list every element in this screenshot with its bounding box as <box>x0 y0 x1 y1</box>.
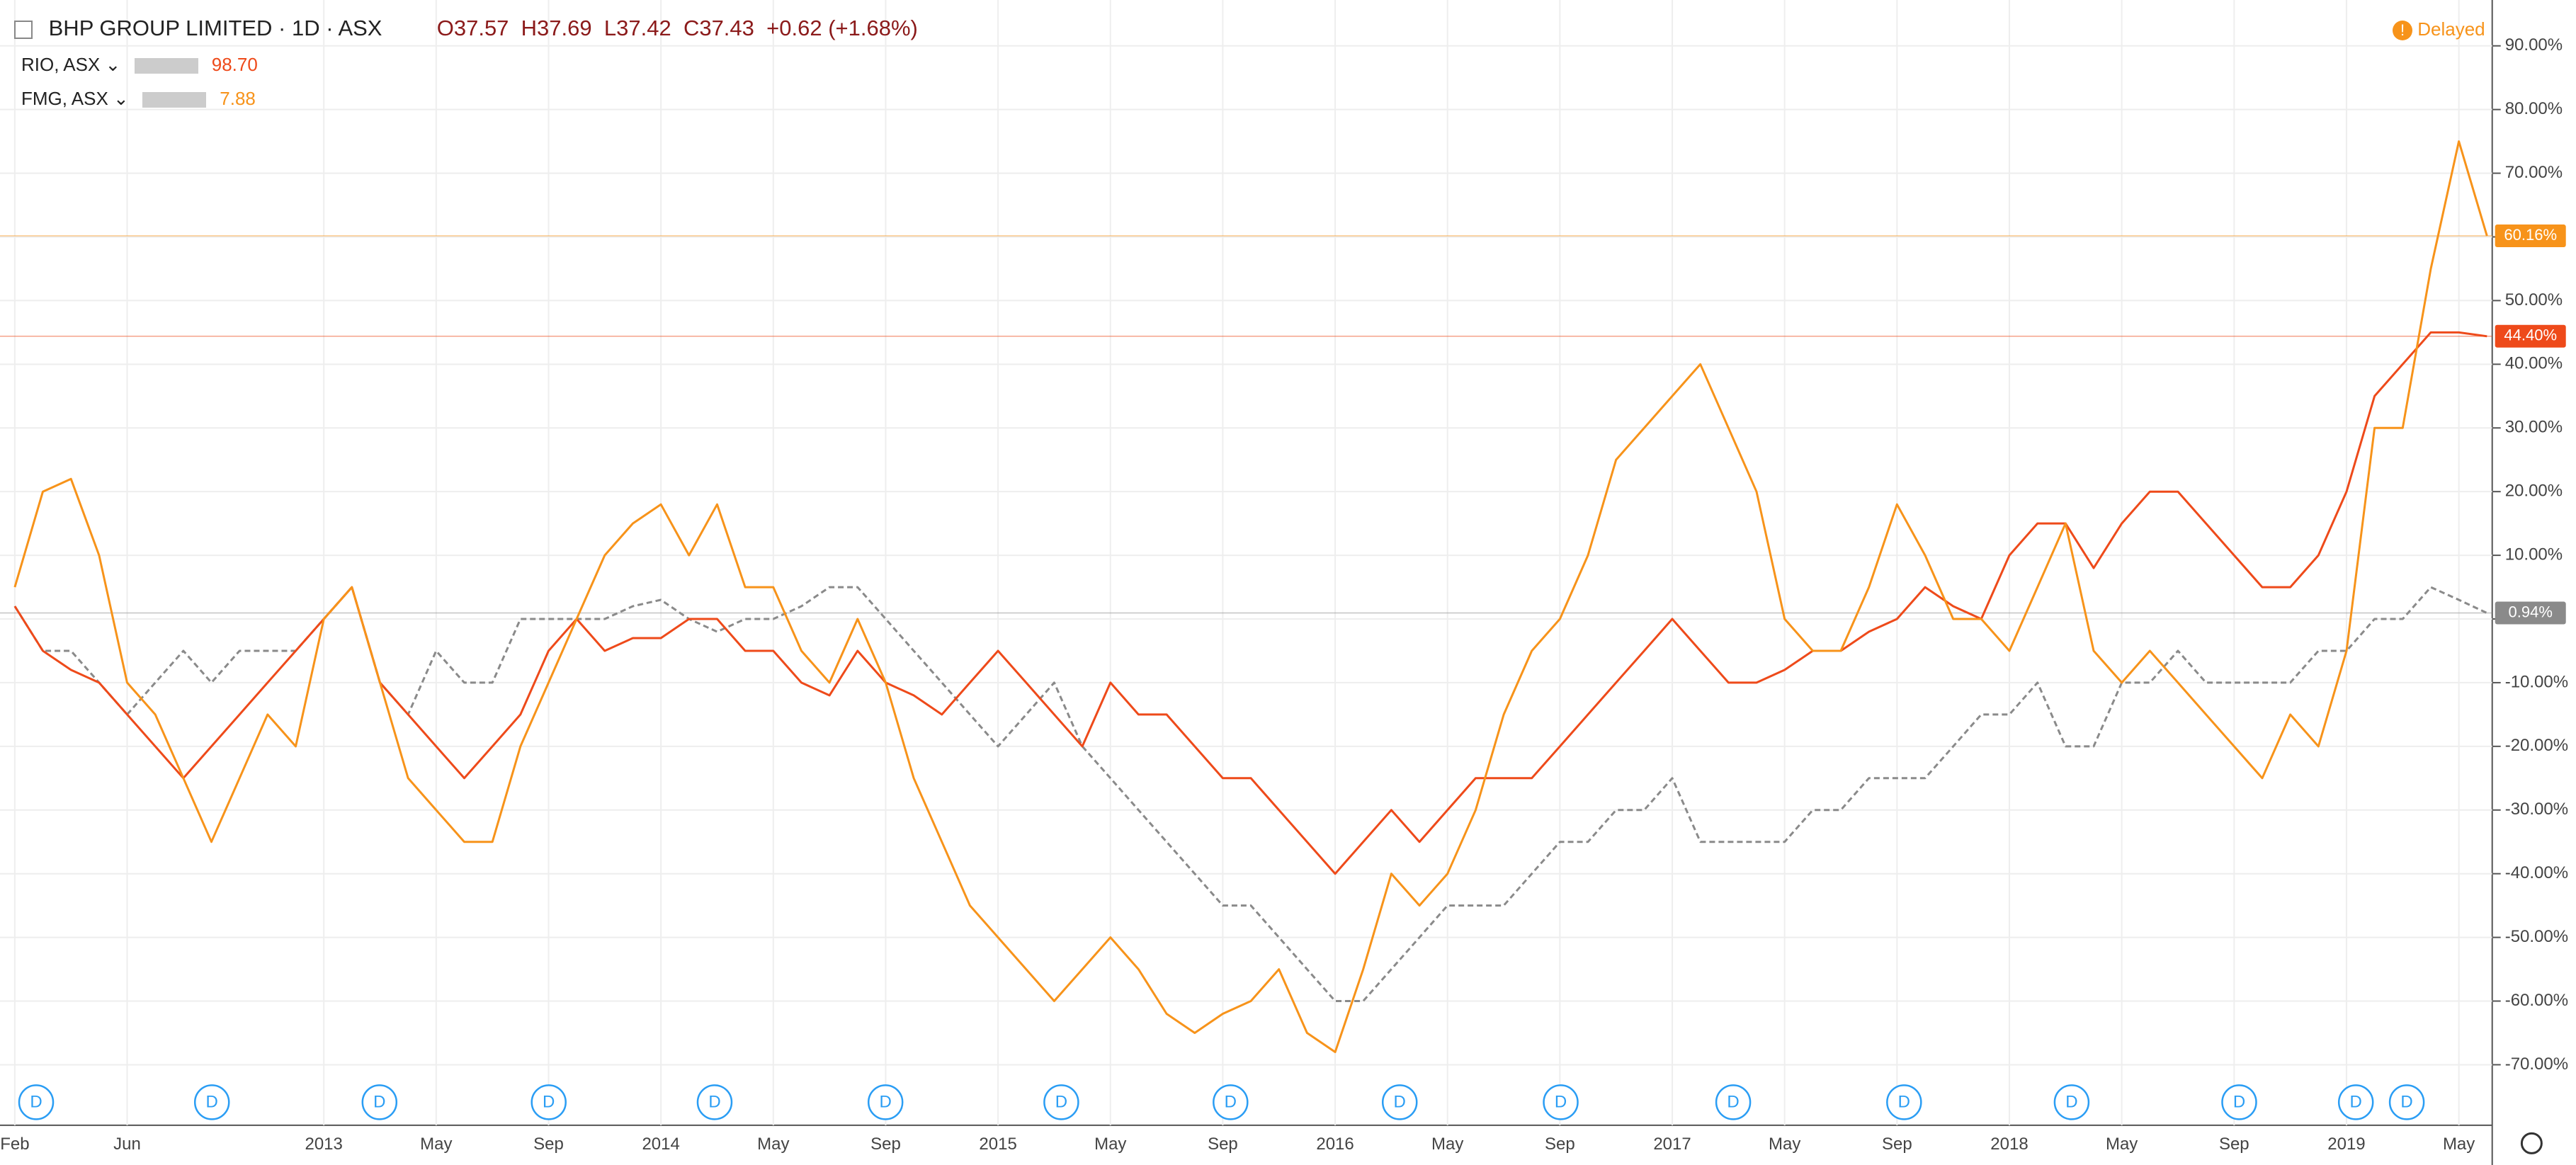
dividend-marker <box>18 1084 55 1120</box>
x-tick-label: Sep <box>870 1135 901 1154</box>
x-tick-label: 2013 <box>305 1135 342 1154</box>
x-tick-label: 2016 <box>1316 1135 1354 1154</box>
high: H37.69 <box>521 16 592 40</box>
series-line <box>13 331 2487 875</box>
dividend-label: D <box>880 1093 892 1112</box>
last-value-label: 60.16% <box>2504 226 2557 244</box>
change: +0.62 (+1.68%) <box>766 16 918 40</box>
last-value-badge <box>2495 324 2566 348</box>
dividend-label: D <box>543 1093 555 1112</box>
y-tick-label: 50.00% <box>2505 290 2563 309</box>
dividend-label: D <box>1555 1093 1567 1112</box>
dividend-marker <box>2053 1084 2090 1120</box>
dividend-marker <box>696 1084 733 1120</box>
y-tick-label: -20.00% <box>2505 736 2568 755</box>
legend-price: 98.70 <box>211 54 258 75</box>
dividend-label: D <box>2400 1093 2412 1112</box>
legend-fmg[interactable]: FMG, ASX ⌄ 7.88 <box>21 88 256 109</box>
dividend-label: D <box>1898 1093 1910 1112</box>
dividend-label: D <box>2065 1093 2077 1112</box>
y-tick-label: 20.00% <box>2505 482 2563 501</box>
dividend-marker <box>530 1084 567 1120</box>
dividend-marker <box>867 1084 904 1120</box>
y-tick-label: 10.00% <box>2505 545 2563 564</box>
axis-panel <box>2492 0 2576 1165</box>
legend-price: 7.88 <box>220 88 256 109</box>
x-tick-label: Sep <box>2219 1135 2249 1154</box>
y-tick-label: 40.00% <box>2505 354 2563 373</box>
x-tick-label: May <box>2443 1135 2475 1154</box>
x-tick-label: May <box>420 1135 452 1154</box>
dividend-marker <box>193 1084 230 1120</box>
y-tick-label: 70.00% <box>2505 163 2563 182</box>
last-value-badge <box>2495 601 2566 625</box>
last-value-badge <box>2495 225 2566 248</box>
y-tick-label: -60.00% <box>2505 991 2568 1010</box>
dividend-label: D <box>1225 1093 1237 1112</box>
close: C37.43 <box>683 16 754 40</box>
dividend-marker <box>1043 1084 1079 1120</box>
y-tick-label: -40.00% <box>2505 863 2568 882</box>
dividend-marker <box>2388 1084 2425 1120</box>
legend-rio[interactable]: RIO, ASX ⌄ 98.70 <box>21 54 258 75</box>
y-tick-label: -30.00% <box>2505 800 2568 819</box>
dividend-label: D <box>206 1093 218 1112</box>
y-tick-label: -70.00% <box>2505 1055 2568 1074</box>
dividend-label: D <box>2350 1093 2362 1112</box>
x-tick-label: May <box>1769 1135 1800 1154</box>
dividend-label: D <box>1394 1093 1406 1112</box>
y-tick-label: 90.00% <box>2505 35 2563 55</box>
x-tick-label: Feb <box>0 1135 29 1154</box>
y-tick-label: -10.00% <box>2505 672 2568 691</box>
x-tick-label: Sep <box>1545 1135 1575 1154</box>
dividend-label: D <box>373 1093 385 1112</box>
dividend-label: D <box>1727 1093 1739 1112</box>
x-tick-label: 2017 <box>1653 1135 1691 1154</box>
x-tick-label: Sep <box>1882 1135 1912 1154</box>
dividend-marker <box>1213 1084 1249 1120</box>
x-tick-label: 2018 <box>1990 1135 2028 1154</box>
dividend-label: D <box>1055 1093 1067 1112</box>
y-tick-label: 80.00% <box>2505 99 2563 118</box>
dividend-marker <box>361 1084 398 1120</box>
x-tick-label: 2019 <box>2327 1135 2365 1154</box>
settings-icon[interactable] <box>2520 1132 2543 1154</box>
x-tick-label: 2014 <box>642 1135 679 1154</box>
y-tick-label: 30.00% <box>2505 418 2563 437</box>
x-tick-label: Sep <box>1208 1135 1238 1154</box>
legend-name: RIO, ASX <box>21 54 101 75</box>
x-tick-label: Jun <box>113 1135 141 1154</box>
status-text: Delayed <box>2417 18 2485 40</box>
x-tick-label: Sep <box>533 1135 564 1154</box>
x-tick-label: May <box>1094 1135 1126 1154</box>
header: BHP GROUP LIMITED · 1D · ASX O37.57 H37.… <box>14 16 918 41</box>
dividend-marker <box>1543 1084 1579 1120</box>
series-line <box>13 140 2488 1053</box>
collapse-icon[interactable] <box>14 20 33 39</box>
legend-name: FMG, ASX <box>21 88 108 109</box>
dividend-marker <box>2221 1084 2257 1120</box>
x-tick-label: May <box>1431 1135 1463 1154</box>
last-value-label: 44.40% <box>2504 326 2557 344</box>
x-tick-label: May <box>757 1135 789 1154</box>
dividend-marker <box>1886 1084 1922 1120</box>
dividend-marker <box>2337 1084 2374 1120</box>
dividend-marker <box>1715 1084 1752 1120</box>
symbol[interactable]: BHP GROUP LIMITED · 1D · ASX <box>48 16 382 40</box>
dividend-label: D <box>30 1093 42 1112</box>
status[interactable]: ! Delayed <box>2393 18 2485 41</box>
y-tick-label: -50.00% <box>2505 927 2568 946</box>
series-line <box>13 586 2487 1002</box>
dividend-label: D <box>2233 1093 2245 1112</box>
dividend-marker <box>1381 1084 1418 1120</box>
open: O37.57 <box>436 16 509 40</box>
dividend-label: D <box>708 1093 720 1112</box>
x-tick-label: 2015 <box>979 1135 1016 1154</box>
x-tick-label: May <box>2106 1135 2138 1154</box>
last-value-label: 0.94% <box>2509 603 2553 620</box>
low: L37.42 <box>603 16 671 40</box>
